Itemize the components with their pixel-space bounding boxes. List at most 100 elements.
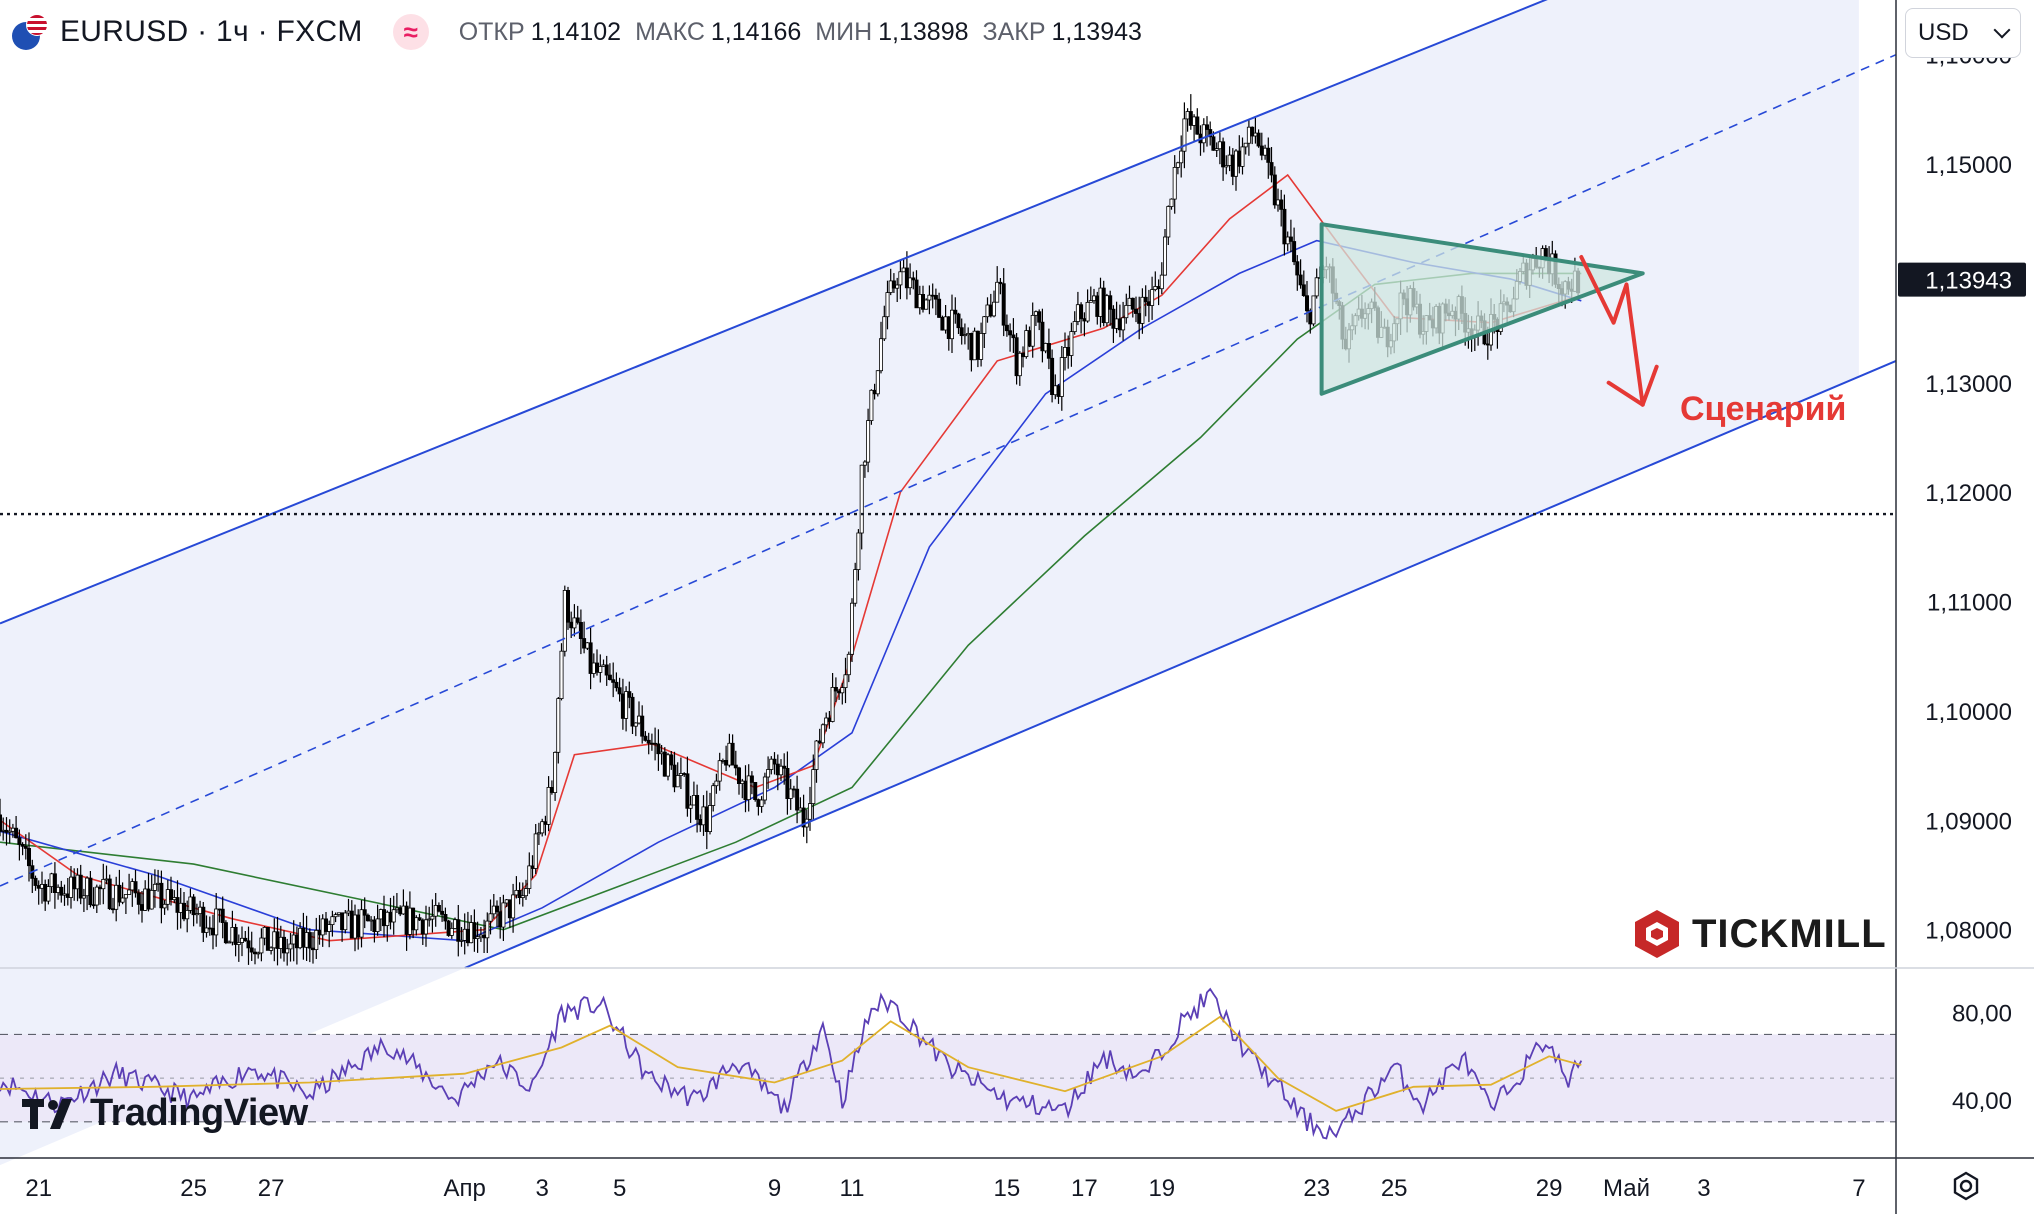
candle-body: [62, 893, 67, 896]
candle-body: [91, 904, 96, 907]
candle-body: [682, 773, 687, 775]
candle-body: [359, 909, 364, 938]
candle-body: [730, 742, 735, 766]
candle-body: [304, 932, 309, 948]
candle-body: [456, 919, 461, 942]
symbol-title[interactable]: EURUSD · 1ч · FXCM: [60, 15, 363, 48]
candle-body: [1288, 236, 1293, 242]
candle-body: [101, 879, 106, 890]
candle-body: [301, 927, 306, 948]
candle-body: [136, 892, 141, 905]
candle-body: [411, 907, 416, 931]
candle-body: [104, 878, 109, 881]
candle-body: [930, 294, 935, 297]
candle-body: [569, 621, 574, 629]
candle-body: [908, 277, 913, 289]
candle-body: [1075, 304, 1080, 322]
candle-body: [330, 916, 335, 926]
candle-body: [937, 298, 942, 318]
time-tick-label: 9: [768, 1175, 781, 1202]
candle-body: [398, 907, 403, 915]
candle-body: [656, 743, 661, 755]
candle-body: [314, 930, 319, 951]
candle-body: [530, 865, 535, 869]
last-price-label: 1,13943: [1925, 268, 2012, 295]
candle-body: [653, 742, 658, 745]
candle-body: [491, 905, 496, 915]
candle-body: [695, 795, 700, 820]
candle-body: [394, 907, 399, 911]
candle-body: [1030, 314, 1035, 347]
candle-body: [307, 932, 312, 949]
candle-body: [595, 662, 600, 673]
candle-body: [94, 886, 99, 906]
candle-body: [123, 894, 128, 899]
candle-body: [1188, 111, 1193, 126]
candle-body: [1092, 295, 1097, 301]
candle-body: [69, 876, 74, 898]
candle-body: [336, 912, 341, 915]
candle-body: [795, 788, 800, 811]
candle-body: [291, 934, 296, 945]
legend-header: EURUSD · 1ч · FXCM ≈ ОТКР 1,14102 МАКС 1…: [12, 10, 1156, 54]
candle-body: [646, 739, 651, 744]
candle-body: [924, 299, 929, 310]
candle-body: [207, 927, 212, 930]
candle-body: [727, 742, 732, 766]
candle-body: [352, 914, 357, 939]
candle-body: [156, 882, 161, 885]
candle-body: [882, 316, 887, 340]
candle-body: [972, 330, 977, 361]
candle-body: [440, 910, 445, 915]
candle-body: [36, 885, 41, 889]
gear-icon[interactable]: [1950, 1170, 1982, 1202]
candle-body: [992, 301, 997, 317]
candle-body: [879, 338, 884, 372]
candle-body: [743, 780, 748, 800]
candle-body: [1237, 150, 1242, 167]
candle-body: [1140, 296, 1145, 324]
candle-body: [7, 830, 12, 833]
candle-body: [527, 865, 532, 889]
candle-body: [46, 886, 51, 902]
candle-body: [1214, 148, 1219, 151]
candle-body: [333, 914, 338, 918]
candle-body: [830, 687, 835, 722]
candle-body: [107, 878, 112, 910]
candle-body: [753, 782, 758, 801]
candle-body: [827, 717, 832, 722]
candle-body: [294, 934, 299, 949]
candle-body: [607, 674, 612, 680]
candle-body: [904, 267, 909, 289]
candle-body: [1046, 342, 1051, 359]
candle-body: [685, 773, 690, 809]
candle-body: [737, 767, 742, 785]
price-tick-label: 1,09000: [1925, 808, 2012, 835]
candle-body: [236, 942, 241, 945]
candle-body: [275, 931, 280, 949]
currency-select[interactable]: USD: [1905, 8, 2021, 58]
candle-body: [911, 277, 916, 281]
candle-body: [578, 622, 583, 640]
candle-body: [49, 873, 54, 887]
time-tick-label: 25: [180, 1175, 207, 1202]
candle-body: [749, 775, 754, 783]
candle-body: [288, 943, 293, 950]
candle-body: [1224, 165, 1229, 168]
candle-body: [1088, 300, 1093, 303]
candle-body: [262, 927, 267, 939]
candle-body: [178, 902, 183, 913]
candle-body: [1143, 296, 1148, 303]
candle-body: [798, 807, 803, 811]
candle-body: [1153, 286, 1158, 290]
candle-body: [1121, 317, 1126, 331]
candle-body: [891, 280, 896, 289]
candle-body: [1195, 116, 1200, 135]
candle-body: [982, 316, 987, 334]
candle-body: [1101, 287, 1106, 324]
candle-body: [1234, 150, 1239, 177]
candle-body: [191, 896, 196, 916]
candle-body: [127, 889, 132, 895]
approx-equal-icon[interactable]: ≈: [392, 14, 429, 50]
